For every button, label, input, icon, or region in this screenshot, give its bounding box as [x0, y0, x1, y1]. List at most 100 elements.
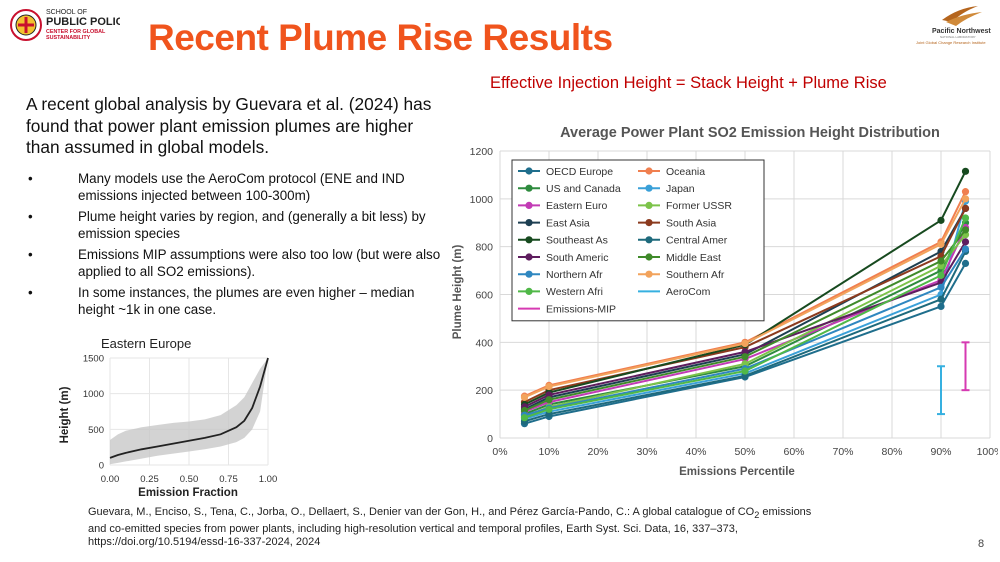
series-point-south-americ	[961, 238, 970, 246]
logo-line-4: SUSTAINABILITY	[46, 35, 91, 41]
bullet-text: Emissions MIP assumptions were also too …	[78, 247, 441, 279]
logo-line-2: PUBLIC POLICY	[46, 16, 120, 28]
university-seal-icon	[10, 9, 42, 41]
series-point-middle-east	[961, 226, 970, 234]
series-point-western-afri	[937, 271, 945, 279]
mini-xtick-label: 0.25	[140, 474, 159, 485]
series-point-central-amer	[937, 295, 945, 303]
mini-xtick-label: 1.00	[259, 474, 278, 485]
legend-marker	[525, 287, 533, 295]
main-chart-ticks: 0 200 400 600 800 1000 1200 0% 10% 20% 30% 40% 50% 60…	[470, 146, 998, 458]
legend-label: Oceania	[666, 166, 705, 178]
logo-line-3: CENTER FOR GLOBAL	[46, 29, 106, 35]
main-xtick-label: 40%	[685, 446, 706, 458]
series-point-southern-afr	[741, 339, 749, 348]
mini-xtick-label: 0.50	[180, 474, 199, 485]
main-ytick-label: 200	[475, 385, 493, 397]
legend-label: East Asia	[546, 217, 590, 229]
mini-chart-uncertainty-band	[110, 358, 268, 465]
so2-emission-height-chart: 0 200 400 600 800 1000 1200 0% 10% 20% 30% 40% 50% 60…	[452, 125, 998, 478]
bullet-glyph: •	[28, 247, 33, 262]
main-chart-xlabel: Emissions Percentile	[679, 466, 795, 478]
citation-line-2: and co-emitted species from power plants…	[88, 522, 738, 535]
main-xtick-label: 100%	[977, 446, 998, 458]
mini-ytick-label: 1500	[83, 354, 104, 365]
bullet-text: Plume height varies by region, and (gene…	[78, 209, 426, 241]
series-point-western-afri	[545, 405, 553, 413]
mini-ytick-label: 1000	[83, 389, 104, 400]
legend-label: Western Afri	[546, 286, 603, 298]
main-chart-title: Average Power Plant SO2 Emission Height …	[560, 125, 940, 141]
citation-doi-link[interactable]: https://doi.org/10.5194/essd-16-337-2024…	[88, 536, 321, 548]
series-point-middle-east	[741, 353, 749, 361]
legend-marker	[525, 236, 533, 244]
citation-line-1b: emissions	[759, 506, 812, 518]
series-point-western-afri	[520, 414, 529, 422]
pnnl-line-2: NATIONAL LABORATORY	[940, 35, 976, 39]
mini-ytick-label: 0	[99, 461, 104, 472]
legend-label: Southern Afr	[666, 269, 725, 281]
intro-paragraph: A recent global analysis by Guevara et a…	[26, 94, 432, 157]
legend-label: Northern Afr	[546, 269, 603, 281]
pnnl-line-1: Pacific Northwest	[932, 28, 991, 35]
legend-label: South Americ	[546, 252, 608, 264]
series-point-oecd-europe	[961, 259, 970, 268]
main-xtick-label: 70%	[832, 446, 853, 458]
legend-marker	[525, 219, 533, 227]
legend-marker	[645, 270, 653, 278]
series-point-middle-east	[937, 257, 945, 265]
legend-marker	[645, 219, 653, 227]
bullet-text: Many models use the AeroCom protocol (EN…	[78, 171, 405, 203]
bullet-text: In some instances, the plumes are even h…	[78, 285, 415, 317]
main-ytick-label: 400	[475, 337, 493, 349]
main-chart-ylabel: Plume Height (m)	[452, 245, 464, 340]
logo-line-1: SCHOOL OF	[46, 9, 87, 16]
series-point-southern-afr	[961, 195, 970, 203]
bullet-glyph: •	[28, 285, 33, 300]
main-ytick-label: 600	[475, 290, 493, 302]
series-point-western-afri	[741, 367, 749, 375]
mini-chart-ylabel: Height (m)	[59, 386, 71, 443]
bullet-list: • Many models use the AeroCom protocol (E…	[26, 171, 451, 323]
page-number: 8	[978, 538, 985, 550]
legend-marker	[525, 167, 533, 175]
series-point-northern-afr	[937, 283, 945, 291]
main-xtick-label: 80%	[881, 446, 902, 458]
main-ytick-label: 1000	[470, 194, 494, 206]
bullet-item: • Plume height varies by region, and (gen…	[26, 209, 451, 242]
legend-label: South Asia	[666, 217, 716, 229]
main-ytick-label: 800	[475, 242, 493, 254]
series-point-oceania	[961, 188, 970, 196]
legend-marker	[525, 270, 533, 278]
legend-label: Japan	[666, 183, 695, 195]
bullet-item: • Many models use the AeroCom protocol (E…	[26, 171, 451, 204]
bullet-item: • Emissions MIP assumptions were also too…	[26, 247, 451, 280]
main-xtick-label: 50%	[734, 446, 755, 458]
legend-label: Central Amer	[666, 235, 728, 247]
legend-marker	[525, 201, 533, 209]
bullet-glyph: •	[28, 209, 33, 224]
bullet-item: • In some instances, the plumes are even …	[26, 285, 451, 318]
main-chart-ranges	[937, 341, 970, 416]
bullet-glyph: •	[28, 171, 33, 186]
legend-marker	[525, 253, 533, 261]
series-point-southern-afr	[545, 382, 553, 391]
main-chart-series	[520, 167, 970, 428]
legend-marker	[645, 253, 653, 261]
mini-chart-xlabel: Emission Fraction	[138, 487, 238, 499]
pnnl-swoosh-icon	[942, 6, 982, 26]
series-point-northern-afr	[961, 245, 970, 253]
legend-marker	[645, 184, 653, 192]
mini-xtick-label: 0.00	[101, 474, 120, 485]
legend-label: Emissions-MIP	[546, 303, 616, 315]
mini-chart-ticks: 0 500 1000 1500 0.00 0.25 0.50 0.75 1.00	[83, 354, 277, 486]
legend-label: US and Canada	[546, 183, 621, 195]
citation: Guevara, M., Enciso, S., Tena, C., Jorba…	[88, 506, 848, 549]
legend-label: Middle East	[666, 252, 721, 264]
legend-label: AeroCom	[666, 286, 711, 298]
series-point-southern-afr	[520, 393, 529, 401]
main-ytick-label: 1200	[470, 146, 494, 158]
main-ytick-label: 0	[487, 433, 493, 445]
mini-ytick-label: 500	[88, 425, 104, 436]
series-point-southeast-as	[961, 167, 970, 175]
